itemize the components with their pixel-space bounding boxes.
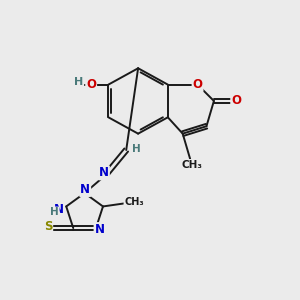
Text: H: H xyxy=(50,207,59,218)
Text: O: O xyxy=(231,94,241,107)
Text: N: N xyxy=(54,203,64,216)
Text: CH₃: CH₃ xyxy=(124,197,144,207)
Text: N: N xyxy=(94,223,104,236)
Text: H: H xyxy=(132,143,141,154)
Text: H: H xyxy=(74,77,83,87)
Text: N: N xyxy=(80,183,90,196)
Text: O: O xyxy=(193,78,202,91)
Text: N: N xyxy=(99,167,109,179)
Text: O: O xyxy=(86,78,96,91)
Text: CH₃: CH₃ xyxy=(181,160,202,170)
Text: S: S xyxy=(44,220,52,233)
